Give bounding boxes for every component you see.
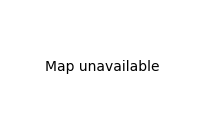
Text: Map unavailable: Map unavailable — [45, 60, 160, 74]
